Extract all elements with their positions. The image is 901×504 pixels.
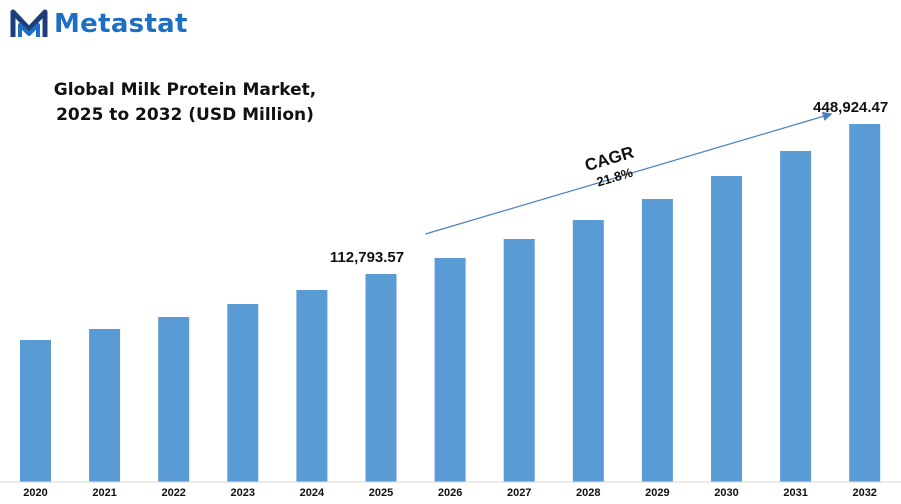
x-tick-label-2021: 2021 [92, 487, 116, 499]
bar-2022 [158, 317, 190, 482]
x-tick-label-2031: 2031 [783, 487, 807, 499]
x-tick-label-2029: 2029 [645, 487, 669, 499]
metastat-logo-icon [10, 9, 48, 37]
bar-2026 [434, 258, 466, 482]
bar-2028 [572, 220, 604, 482]
chart-title: Global Milk Protein Market, 2025 to 2032… [40, 78, 330, 128]
data-label-2032: 448,924.47 [813, 99, 888, 116]
cagr-arrow [425, 111, 833, 235]
bar-2020 [20, 340, 51, 482]
bar-2025 [365, 274, 397, 482]
bar-2027 [503, 239, 535, 482]
x-tick-label-2030: 2030 [714, 487, 738, 499]
bar-2023 [227, 304, 259, 482]
brand-name: Metastat [54, 9, 188, 39]
x-tick-label-2032: 2032 [852, 487, 876, 499]
bar-2030 [711, 176, 742, 482]
x-tick-label-2024: 2024 [300, 487, 325, 499]
x-tick-label-2023: 2023 [231, 487, 255, 499]
x-tick-label-2026: 2026 [438, 487, 462, 499]
bar-2021 [89, 329, 121, 482]
bar-2031 [780, 151, 812, 482]
data-label-2025: 112,793.57 [330, 249, 404, 266]
bar-2032 [849, 124, 881, 482]
chart-title-line-2: 2025 to 2032 (USD Million) [56, 105, 314, 125]
bar-2029 [641, 199, 673, 482]
x-tick-label-2027: 2027 [507, 487, 531, 499]
chart-title-line-1: Global Milk Protein Market, [53, 80, 317, 100]
brand-logo: Metastat [10, 4, 188, 44]
x-tick-label-2020: 2020 [23, 487, 47, 499]
x-tick-label-2028: 2028 [576, 487, 600, 499]
bar-2024 [296, 290, 328, 482]
x-tick-label-2022: 2022 [161, 487, 185, 499]
x-tick-label-2025: 2025 [369, 487, 393, 499]
